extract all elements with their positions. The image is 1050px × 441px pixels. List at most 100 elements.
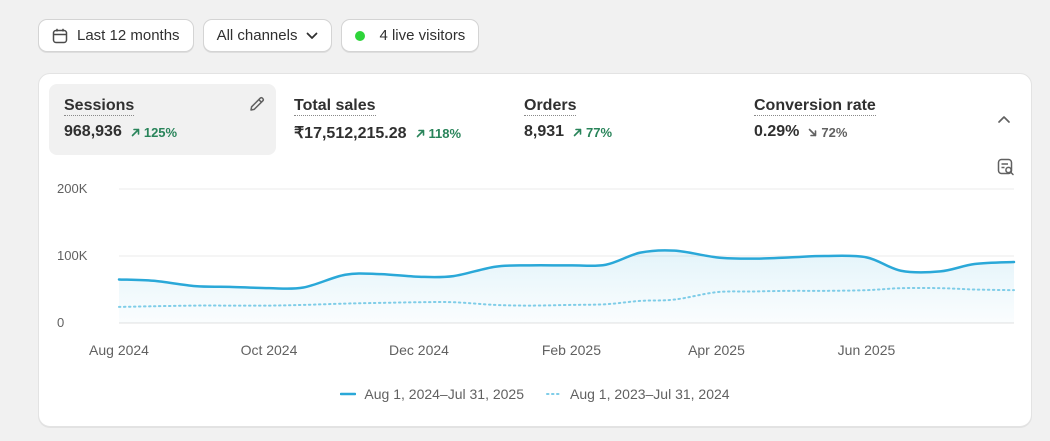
pencil-icon[interactable] [248, 95, 266, 118]
x-tick-label: Jun 2025 [838, 342, 896, 358]
x-tick-label: Feb 2025 [542, 342, 601, 358]
previous-data-point [266, 303, 272, 309]
legend-label: Aug 1, 2024–Jul 31, 2025 [364, 386, 524, 402]
current-data-point [1011, 259, 1017, 265]
metric-tile-total-sales[interactable]: Total sales ₹17,512,215.28 118% [279, 84, 499, 155]
current-data-point [266, 285, 272, 291]
legend-item-current[interactable]: Aug 1, 2024–Jul 31, 2025 [340, 386, 524, 402]
metric-tile-conversion-rate[interactable]: Conversion rate 0.29% 72% [739, 84, 959, 155]
arrow-down-right-icon [809, 128, 817, 136]
metric-tile-sessions[interactable]: Sessions 968,936 125% [49, 84, 276, 155]
metric-change-value: 77% [586, 124, 613, 140]
current-data-point [568, 262, 574, 268]
previous-data-point [192, 303, 198, 309]
previous-data-point [150, 303, 156, 309]
previous-data-point [450, 299, 456, 305]
previous-data-point [300, 302, 306, 308]
current-data-point [300, 284, 306, 290]
current-series-area [119, 250, 1014, 323]
x-tick-label: Dec 2024 [389, 342, 449, 358]
previous-data-point [898, 285, 904, 291]
legend-label: Aug 1, 2023–Jul 31, 2024 [570, 386, 730, 402]
x-axis: Aug 2024 Oct 2024 Dec 2024 Feb 2025 Apr 2025… [89, 342, 895, 358]
sessions-line-chart: 0 100K 200K Aug 2024 Oct 2024 Dec 2024 Feb 20… [57, 181, 1017, 358]
current-data-point [377, 271, 383, 277]
chevron-down-icon [306, 32, 318, 40]
previous-data-point [568, 302, 574, 308]
metric-value: 968,936 [64, 123, 122, 140]
chart-legend: Aug 1, 2024–Jul 31, 2025 Aug 1, 2023–Jul… [39, 386, 1031, 402]
current-data-point [150, 278, 156, 284]
y-tick-label: 100K [57, 248, 88, 263]
metric-change: 72% [808, 125, 847, 140]
previous-data-point [603, 301, 609, 307]
metric-label[interactable]: Total sales [294, 97, 376, 116]
current-data-point [527, 262, 533, 268]
current-data-point [227, 284, 233, 290]
previous-series-line [118, 286, 1015, 308]
previous-data-point [227, 303, 233, 309]
metric-tile-orders[interactable]: Orders 8,931 77% [509, 84, 729, 155]
previous-data-point [672, 297, 678, 303]
current-data-point [898, 268, 904, 274]
previous-data-point [492, 302, 498, 308]
metric-change-value: 72% [821, 124, 848, 140]
arrow-up-right-icon [131, 128, 140, 136]
x-tick-label: Aug 2024 [89, 342, 149, 358]
channels-dropdown[interactable]: All channels [202, 19, 333, 52]
metric-change-value: 125% [143, 124, 178, 140]
date-range-button[interactable]: Last 12 months [38, 19, 194, 52]
arrow-up-right-icon [573, 128, 582, 136]
current-data-point [450, 273, 456, 279]
x-tick-label: Oct 2024 [241, 342, 298, 358]
metric-change: 118% [416, 125, 462, 141]
metric-value: 8,931 [524, 123, 565, 140]
metric-label[interactable]: Orders [524, 97, 577, 116]
analytics-card: Sessions 968,936 125% Total sales ₹17,51… [38, 73, 1032, 427]
x-tick-label: Apr 2025 [688, 342, 745, 358]
current-data-point [116, 276, 122, 282]
current-data-point [603, 262, 609, 268]
previous-data-point [637, 298, 643, 304]
table-search-icon[interactable] [997, 158, 1015, 181]
current-data-point [637, 250, 643, 256]
live-visitors-label: 4 live visitors [379, 27, 466, 44]
current-data-point [937, 268, 943, 274]
previous-data-point [937, 285, 943, 291]
metric-change: 125% [131, 125, 177, 140]
arrow-up-right-icon [416, 129, 424, 137]
live-status-dot-icon [355, 30, 366, 41]
previous-data-point [972, 287, 978, 293]
previous-data-point [822, 288, 828, 294]
metric-label[interactable]: Sessions [64, 97, 135, 116]
previous-data-point [863, 287, 869, 293]
previous-data-point [713, 289, 719, 295]
current-data-point [822, 253, 828, 259]
current-data-point [192, 283, 198, 289]
current-data-point [863, 254, 869, 260]
current-data-point [748, 256, 754, 262]
current-data-point [492, 264, 498, 270]
previous-data-point [1011, 287, 1017, 293]
metric-label[interactable]: Conversion rate [754, 97, 876, 116]
current-data-point [713, 254, 719, 260]
current-data-point [342, 272, 348, 278]
current-series-line [117, 249, 1016, 290]
previous-data-point [116, 304, 122, 310]
metric-change-value: 118% [428, 125, 462, 141]
filter-bar: Last 12 months All channels 4 live visit… [38, 19, 480, 52]
live-visitors-button[interactable]: 4 live visitors [341, 19, 480, 52]
y-tick-label: 0 [57, 315, 64, 330]
metric-value: 0.29% [754, 123, 800, 140]
metric-change: 77% [573, 125, 612, 140]
date-range-label: Last 12 months [77, 27, 180, 44]
solid-line-swatch-icon [340, 392, 357, 396]
channels-label: All channels [216, 27, 298, 44]
chevron-up-icon[interactable] [997, 111, 1011, 129]
previous-data-point [748, 289, 754, 295]
y-tick-label: 200K [57, 181, 88, 196]
legend-item-previous[interactable]: Aug 1, 2023–Jul 31, 2024 [546, 386, 730, 402]
previous-data-point [416, 299, 422, 305]
current-data-point [787, 254, 793, 260]
current-data-point [972, 261, 978, 267]
